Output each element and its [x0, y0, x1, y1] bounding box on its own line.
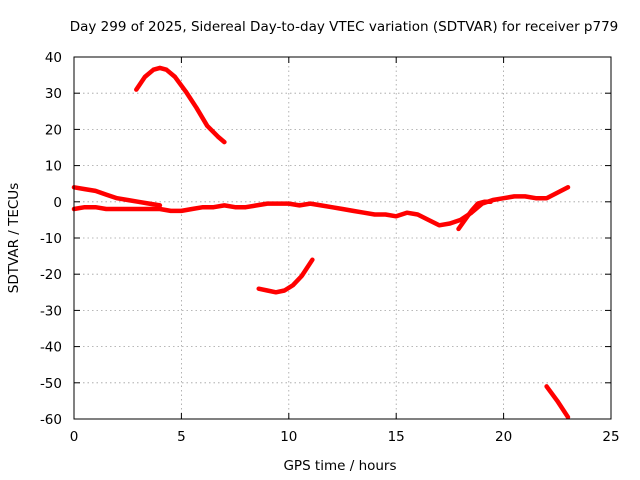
x-tick-label: 25	[602, 429, 619, 445]
x-axis-label: GPS time / hours	[283, 458, 396, 474]
y-tick-label: 30	[45, 86, 62, 102]
series-arc-1	[71, 185, 571, 228]
y-tick-label: 40	[45, 50, 62, 66]
x-tick-label: 20	[495, 429, 512, 445]
series-arc-2	[71, 185, 163, 208]
y-axis-label: SDTVAR / TECUs	[6, 183, 22, 293]
tick-layer: 0 5 10 15 20 25 -60 -50 -40 -30 -20 -10 0 10 20 30 40	[40, 50, 620, 445]
y-tick-label: -20	[40, 267, 62, 283]
x-tick-label: 5	[177, 429, 186, 445]
series-arc-6	[544, 384, 571, 420]
y-tick-label: -40	[40, 340, 62, 356]
grid-layer	[74, 57, 611, 419]
series-arc-5	[456, 199, 493, 232]
y-tick-label: 10	[45, 159, 62, 175]
chart-title: Day 299 of 2025, Sidereal Day-to-day VTE…	[70, 19, 619, 35]
series-layer	[71, 65, 571, 420]
y-tick-label: 0	[53, 195, 62, 211]
series-arc-4	[256, 257, 315, 295]
y-tick-label: -60	[40, 412, 62, 428]
series-arc-3	[134, 65, 227, 145]
y-tick-label: -50	[40, 376, 62, 392]
x-tick-label: 15	[388, 429, 405, 445]
y-tick-label: 20	[45, 122, 62, 138]
plot-frame	[73, 56, 612, 420]
y-tick-label: -10	[40, 231, 62, 247]
x-tick-label: 0	[70, 429, 79, 445]
y-tick-label: -30	[40, 303, 62, 319]
x-tick-label: 10	[280, 429, 297, 445]
